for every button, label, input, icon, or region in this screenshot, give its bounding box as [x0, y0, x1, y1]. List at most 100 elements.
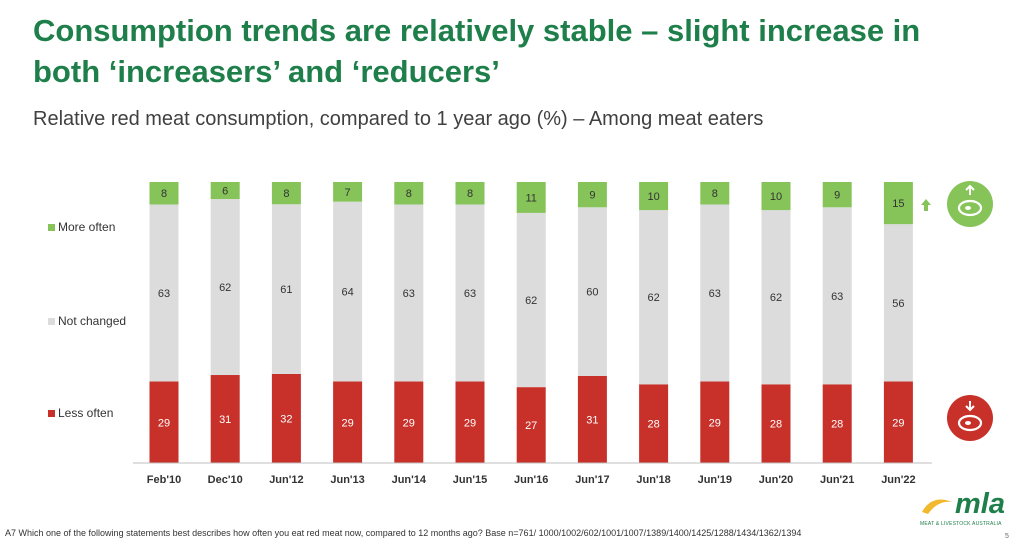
data-label-less-often-jun-22: 29 [892, 417, 904, 429]
data-label-not-changed-jun-22: 56 [892, 298, 904, 310]
x-axis-labels: Feb'10 Dec'10 Jun'12 Jun'13 Jun'14 Jun'15 Jun'… [147, 474, 916, 486]
bar-more-often-jun-22 [883, 182, 913, 225]
legend-not-changed: Not changed [48, 314, 126, 328]
bar-not-changed-jun-19 [700, 204, 730, 382]
data-label-not-changed-jun-15: 63 [464, 288, 476, 300]
data-label-more-often-jun-19: 8 [712, 188, 718, 200]
bar-more-often-jun-20 [761, 182, 791, 211]
data-label-less-often-jun-17: 31 [586, 414, 598, 426]
data-label-less-often-jun-13: 29 [341, 417, 353, 429]
bar-more-often-jun-21 [822, 182, 852, 208]
meat-up-icon [947, 181, 993, 227]
bar-less-often-jun-13 [333, 381, 363, 463]
x-tick-label-jun-18: Jun'18 [636, 474, 670, 486]
legend-label-more-often: More often [58, 220, 116, 234]
bar-more-often-jun-17 [577, 182, 607, 208]
data-label-not-changed-dec-10: 62 [219, 282, 231, 294]
bar-not-changed-jun-17 [577, 207, 607, 376]
data-label-less-often-jun-20: 28 [770, 419, 782, 431]
chart-subtitle: Relative red meat consumption, compared … [33, 108, 764, 130]
x-tick-label-jun-17: Jun'17 [575, 474, 609, 486]
bars-group: 29 63 8 31 62 6 32 61 8 29 64 7 29 63 8 29 63 8 27 62 11 31 60… [149, 182, 913, 463]
bar-less-often-jun-14 [394, 381, 424, 463]
bar-not-changed-jun-13 [333, 201, 363, 382]
bar-less-often-jun-22 [883, 381, 913, 463]
data-label-not-changed-jun-16: 62 [525, 295, 537, 307]
bar-not-changed-jun-21 [822, 207, 852, 385]
data-label-less-often-jun-21: 28 [831, 419, 843, 431]
bar-less-often-jun-15 [455, 381, 485, 463]
page-number: 5 [1005, 533, 1009, 540]
bar-less-often-jun-19 [700, 381, 730, 463]
data-label-less-often-jun-18: 28 [647, 419, 659, 431]
data-label-more-often-jun-14: 8 [406, 188, 412, 200]
x-tick-label-jun-13: Jun'13 [330, 474, 364, 486]
legend-more-often: More often [48, 220, 115, 234]
page-title: Consumption trends are relatively stable… [33, 13, 921, 89]
data-label-more-often-jun-15: 8 [467, 188, 473, 200]
bar-not-changed-jun-20 [761, 210, 791, 385]
x-tick-label-dec-10: Dec'10 [208, 474, 243, 486]
bar-less-often-feb-10 [149, 381, 179, 463]
bar-not-changed-feb-10 [149, 204, 179, 382]
footnote: A7 Which one of the following statements… [5, 528, 802, 538]
legend-swatch-more-often [48, 223, 55, 231]
bar-more-often-jun-13 [333, 182, 363, 202]
bar-not-changed-jun-22 [883, 224, 913, 382]
legend-swatch-not-changed [48, 317, 55, 325]
bar-more-often-jun-18 [639, 182, 669, 211]
bar-less-often-dec-10 [210, 375, 240, 463]
bar-less-often-jun-21 [822, 384, 852, 463]
data-label-not-changed-jun-12: 61 [280, 284, 292, 296]
legend-swatch-less-often [48, 409, 55, 417]
x-tick-label-jun-19: Jun'19 [698, 474, 732, 486]
bar-less-often-jun-17 [577, 375, 607, 463]
bar-more-often-dec-10 [210, 182, 240, 200]
x-tick-label-jun-20: Jun'20 [759, 474, 793, 486]
data-label-less-often-feb-10: 29 [158, 417, 170, 429]
data-label-not-changed-jun-21: 63 [831, 291, 843, 303]
bar-less-often-jun-12 [271, 373, 301, 463]
data-label-not-changed-jun-19: 63 [709, 288, 721, 300]
data-label-more-often-feb-10: 8 [161, 188, 167, 200]
data-label-less-often-jun-19: 29 [709, 417, 721, 429]
legend-label-not-changed: Not changed [58, 314, 127, 328]
data-label-not-changed-jun-20: 62 [770, 292, 782, 304]
x-tick-label-jun-21: Jun'21 [820, 474, 854, 486]
data-label-not-changed-jun-13: 64 [341, 287, 353, 299]
bar-not-changed-jun-12 [271, 204, 301, 374]
bar-not-changed-dec-10 [210, 199, 240, 376]
legend-less-often: Less often [48, 406, 113, 420]
data-label-less-often-jun-16: 27 [525, 420, 537, 432]
bar-more-often-jun-14 [394, 182, 424, 205]
data-label-more-often-jun-18: 10 [647, 191, 659, 203]
data-label-more-often-jun-13: 7 [345, 187, 351, 199]
x-tick-label-jun-14: Jun'14 [392, 474, 427, 486]
x-tick-label-jun-22: Jun'22 [881, 474, 915, 486]
bar-less-often-jun-20 [761, 384, 791, 463]
data-label-less-often-dec-10: 31 [219, 414, 231, 426]
bar-more-often-jun-12 [271, 182, 301, 205]
arrow-up-icon [921, 199, 931, 211]
data-label-not-changed-jun-18: 62 [647, 292, 659, 304]
data-label-more-often-jun-20: 10 [770, 191, 782, 203]
bar-more-often-jun-19 [700, 182, 730, 205]
data-label-more-often-jun-21: 9 [834, 190, 840, 202]
data-label-less-often-jun-15: 29 [464, 417, 476, 429]
bar-more-often-feb-10 [149, 182, 179, 205]
data-label-more-often-dec-10: 6 [222, 186, 228, 198]
legend-label-less-often: Less often [58, 406, 114, 420]
data-label-more-often-jun-17: 9 [589, 190, 595, 202]
data-label-less-often-jun-14: 29 [403, 417, 415, 429]
bar-not-changed-jun-14 [394, 204, 424, 382]
bar-more-often-jun-16 [516, 182, 546, 213]
bar-not-changed-jun-16 [516, 212, 546, 388]
data-label-more-often-jun-22: 15 [892, 198, 904, 210]
bar-not-changed-jun-15 [455, 204, 485, 382]
data-label-less-often-jun-12: 32 [280, 413, 292, 425]
x-tick-label-feb-10: Feb'10 [147, 474, 181, 486]
data-label-not-changed-feb-10: 63 [158, 288, 170, 300]
mla-logo-text: mla [955, 488, 1005, 520]
data-label-not-changed-jun-14: 63 [403, 288, 415, 300]
